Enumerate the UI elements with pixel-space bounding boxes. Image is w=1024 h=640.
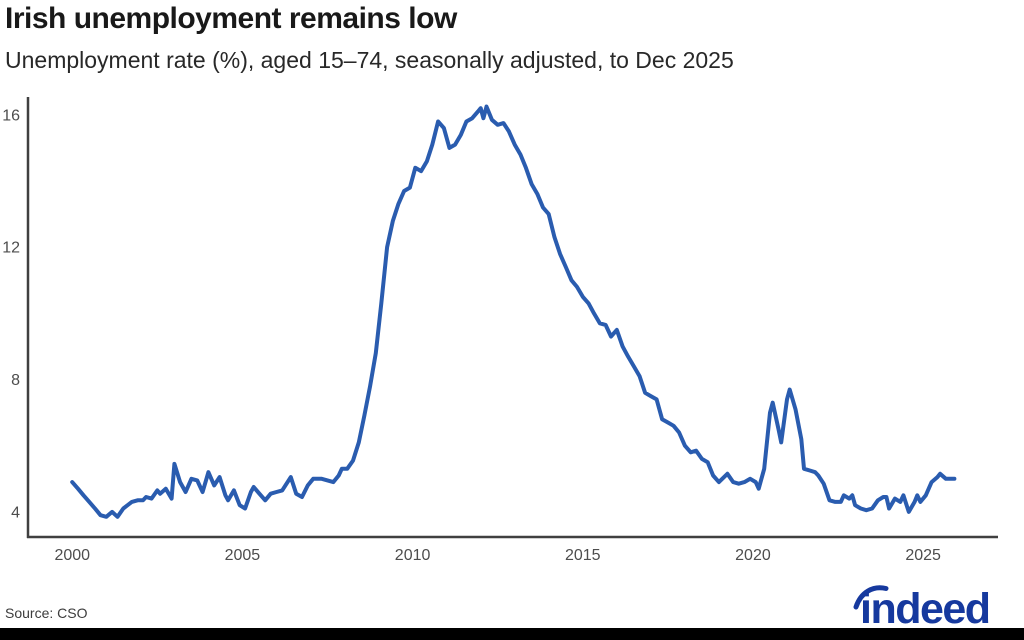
y-tick-label: 4 (11, 504, 20, 521)
x-tick-label: 2025 (905, 547, 941, 564)
y-tick-label: 16 (2, 107, 20, 124)
chart-title: Irish unemployment remains low (5, 2, 457, 35)
indeed-logo: indeed (853, 585, 991, 628)
indeed-logo-text: indeed (860, 585, 990, 628)
x-tick-label: 2015 (565, 547, 601, 564)
x-tick-label: 2000 (54, 547, 90, 564)
chart-subtitle: Unemployment rate (%), aged 15–74, seaso… (5, 47, 734, 73)
x-tick-label: 2010 (395, 547, 431, 564)
source-note: Source: CSO (5, 605, 88, 621)
y-tick-label: 12 (2, 240, 20, 257)
unemployment-rate-line (70, 104, 957, 519)
indeed-logo-swoosh-icon (853, 585, 889, 610)
x-tick-label: 2020 (735, 547, 771, 564)
x-tick-label: 2005 (225, 547, 261, 564)
bottom-bar (0, 628, 1024, 640)
y-tick-label: 8 (11, 372, 20, 389)
